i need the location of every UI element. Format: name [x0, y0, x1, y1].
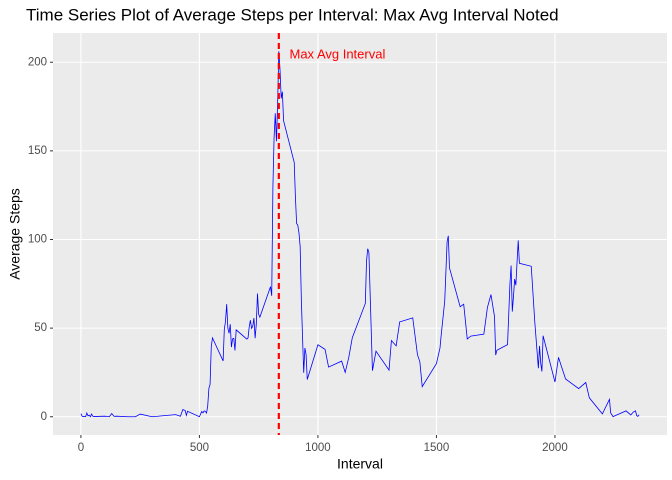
- y-tick-label: 50: [34, 322, 47, 334]
- y-tick-label: 200: [28, 56, 47, 68]
- y-tick-label: 100: [28, 234, 47, 246]
- panel: [53, 33, 667, 435]
- x-tick-label: 500: [190, 442, 209, 454]
- line: [80, 51, 640, 418]
- x-axis-label: Interval: [337, 456, 383, 472]
- y-tick-label: 0: [41, 411, 47, 423]
- chart-title: Time Series Plot of Average Steps per In…: [26, 5, 559, 24]
- x-tick-label: 1500: [424, 442, 450, 454]
- y-axis-label: Average Steps: [7, 188, 23, 280]
- y-tick-label: 150: [28, 145, 47, 157]
- annotation: Max Avg Interval: [289, 47, 385, 62]
- x-tick-label: 0: [78, 442, 84, 454]
- x-tick-label: 1000: [305, 442, 331, 454]
- x-tick-label: 2000: [542, 442, 568, 454]
